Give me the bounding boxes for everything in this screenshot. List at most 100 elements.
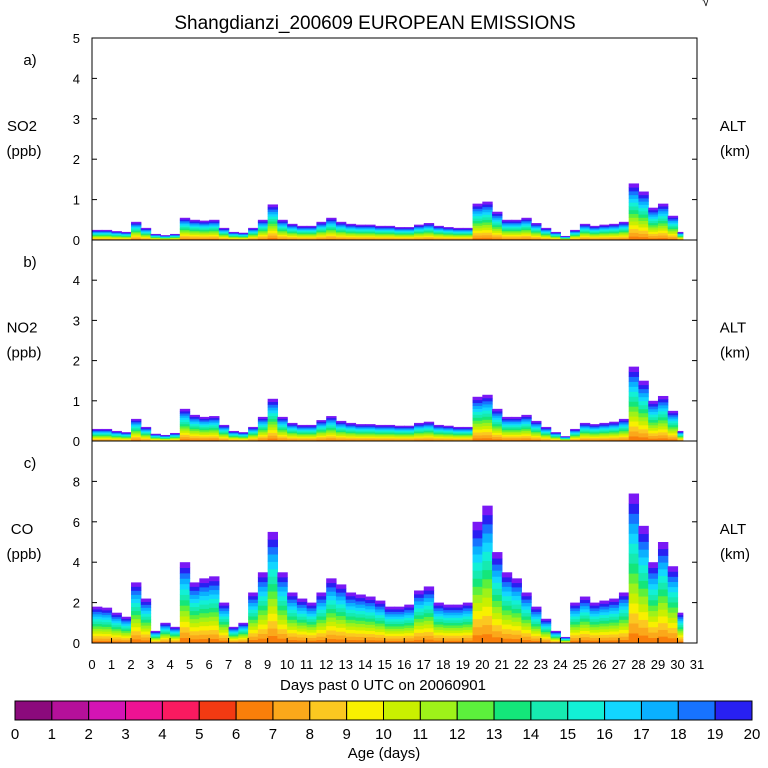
age-layer [462, 437, 474, 439]
age-layer [316, 629, 327, 634]
age-layer [414, 231, 425, 234]
age-layer [140, 231, 152, 233]
age-layer [228, 238, 239, 240]
age-layer [618, 616, 630, 620]
age-layer [443, 614, 454, 618]
age-layer [414, 226, 425, 229]
age-layer [335, 237, 347, 240]
y-tick-label: 5 [73, 31, 80, 46]
age-layer [131, 626, 142, 632]
age-layer [209, 585, 220, 591]
age-layer [570, 607, 581, 612]
age-layer [199, 586, 210, 592]
data-bar [374, 600, 386, 644]
age-layer [599, 426, 610, 429]
age-layer [423, 635, 435, 640]
age-layer [92, 430, 103, 432]
age-layer [160, 439, 171, 441]
age-layer [257, 235, 269, 238]
age-layer [667, 231, 679, 234]
age-layer [433, 434, 444, 437]
age-layer [277, 235, 288, 238]
age-layer [550, 632, 561, 634]
age-layer [511, 226, 522, 229]
age-layer [326, 220, 337, 223]
age-layer [335, 232, 347, 235]
age-layer [540, 431, 552, 433]
age-layer [277, 434, 288, 437]
age-layer [384, 638, 396, 641]
age-layer [179, 425, 191, 429]
age-layer [345, 632, 357, 637]
age-layer [511, 634, 522, 640]
data-bar [189, 414, 200, 442]
age-layer [492, 630, 503, 638]
age-layer [404, 640, 415, 644]
age-layer [609, 631, 620, 635]
age-layer [296, 435, 308, 438]
age-layer [355, 436, 366, 439]
age-layer [384, 228, 396, 231]
age-layer [599, 434, 610, 437]
age-layer [394, 429, 405, 432]
age-layer [228, 238, 239, 240]
age-layer [648, 400, 659, 404]
age-layer [570, 602, 581, 606]
data-bar [140, 227, 152, 241]
age-layer [540, 626, 552, 629]
age-layer [335, 615, 347, 620]
age-layer [326, 217, 337, 220]
data-bar [433, 602, 444, 644]
age-layer [374, 600, 386, 604]
age-layer [150, 437, 161, 439]
age-layer [101, 432, 113, 434]
age-layer [404, 434, 415, 437]
age-layer [589, 233, 601, 235]
age-layer [677, 434, 684, 436]
age-layer [189, 229, 200, 231]
age-layer [482, 425, 493, 430]
age-layer [248, 609, 259, 614]
age-layer [374, 435, 386, 438]
age-layer [277, 221, 288, 223]
age-layer [550, 633, 561, 635]
age-layer [638, 549, 649, 558]
age-layer [540, 427, 552, 430]
age-layer [287, 609, 298, 614]
age-layer [345, 230, 357, 232]
data-bar [101, 607, 113, 644]
age-layer [462, 426, 474, 429]
age-layer [140, 622, 152, 626]
age-layer [316, 431, 327, 434]
age-layer [355, 620, 366, 625]
colorbar-swatch [125, 700, 163, 721]
age-layer [667, 586, 679, 593]
age-layer [394, 428, 405, 431]
age-layer [599, 227, 610, 230]
age-layer [345, 231, 357, 233]
age-layer [111, 434, 122, 436]
age-layer [628, 563, 640, 574]
age-layer [131, 426, 142, 429]
age-layer [462, 429, 474, 432]
age-layer [394, 623, 405, 627]
age-layer [306, 430, 318, 432]
data-bar [335, 420, 347, 442]
age-layer [657, 203, 669, 207]
age-layer [531, 233, 542, 235]
age-layer [482, 416, 493, 420]
age-layer [550, 436, 561, 438]
data-bar [579, 596, 591, 644]
age-layer [131, 634, 142, 640]
age-layer [618, 232, 630, 235]
data-bar [326, 578, 337, 644]
age-layer [374, 225, 386, 228]
age-layer [404, 622, 415, 626]
age-layer [657, 562, 669, 570]
age-layer [238, 640, 249, 643]
age-layer [511, 233, 522, 236]
age-layer [179, 410, 191, 414]
data-bar [121, 231, 132, 241]
age-layer [355, 594, 366, 599]
age-layer [365, 608, 376, 613]
